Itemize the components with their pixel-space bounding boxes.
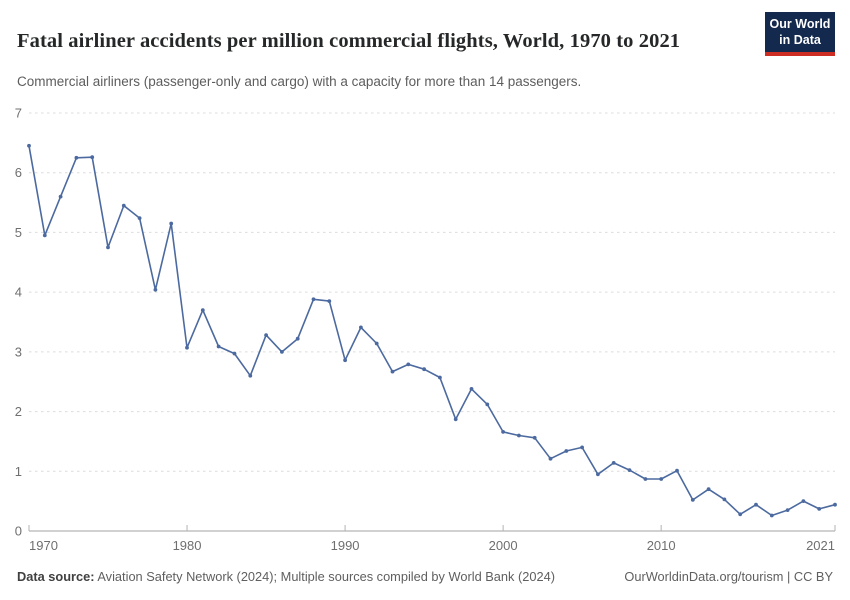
y-axis-tick-label: 5 [15, 225, 22, 240]
data-point-marker[interactable] [422, 367, 426, 372]
data-point-marker[interactable] [675, 468, 679, 473]
y-axis-tick-label: 1 [15, 464, 22, 479]
data-point-marker[interactable] [200, 308, 205, 312]
y-axis-tick-label: 6 [15, 165, 22, 180]
data-point-marker[interactable] [137, 216, 142, 220]
data-point-marker[interactable] [74, 155, 79, 160]
data-point-marker[interactable] [801, 499, 806, 503]
data-point-marker[interactable] [169, 221, 174, 226]
data-point-marker[interactable] [532, 435, 537, 440]
owid-logo-line2: in Data [779, 32, 821, 47]
x-axis-tick-label: 2000 [489, 538, 518, 553]
y-axis-tick-label: 0 [15, 524, 22, 539]
x-axis-tick-label: 1990 [331, 538, 360, 553]
data-point-marker[interactable] [248, 373, 253, 378]
owid-logo[interactable]: Our World in Data [765, 12, 835, 57]
data-point-marker[interactable] [580, 445, 584, 450]
data-point-marker[interactable] [311, 297, 316, 302]
data-point-marker[interactable] [469, 387, 474, 391]
data-point-marker[interactable] [690, 498, 695, 502]
data-point-marker[interactable] [817, 507, 822, 511]
data-point-marker[interactable] [548, 456, 553, 461]
data-point-marker[interactable] [390, 369, 395, 374]
data-point-marker[interactable] [611, 461, 616, 465]
data-point-marker[interactable] [58, 194, 63, 199]
data-point-marker[interactable] [501, 430, 505, 434]
data-point-marker[interactable] [90, 155, 95, 160]
data-point-marker[interactable] [280, 350, 284, 354]
y-axis-tick-label: 7 [15, 106, 22, 121]
data-point-marker[interactable] [359, 325, 363, 330]
data-point-marker[interactable] [121, 203, 126, 208]
data-point-marker[interactable] [295, 336, 300, 341]
data-point-marker[interactable] [754, 502, 758, 507]
data-point-marker[interactable] [453, 417, 458, 422]
data-point-marker[interactable] [27, 143, 31, 148]
data-point-marker[interactable] [785, 508, 790, 512]
y-axis-tick-label: 2 [15, 404, 22, 419]
data-point-marker[interactable] [232, 351, 237, 356]
x-axis-tick-label: 2010 [647, 538, 676, 553]
data-point-marker[interactable] [264, 333, 268, 337]
data-point-marker[interactable] [596, 472, 600, 477]
y-axis-tick-label: 3 [15, 344, 22, 359]
data-source-text: Aviation Safety Network (2024); Multiple… [94, 569, 555, 584]
data-point-marker[interactable] [564, 449, 569, 453]
data-point-marker[interactable] [153, 287, 158, 292]
data-point-marker[interactable] [327, 299, 332, 303]
data-point-marker[interactable] [706, 487, 711, 492]
page-title: Fatal airliner accidents per million com… [17, 29, 681, 52]
data-point-marker[interactable] [833, 502, 837, 507]
data-point-marker[interactable] [659, 477, 664, 481]
data-point-marker[interactable] [517, 433, 521, 438]
data-source-label: Data source: [17, 569, 95, 584]
data-point-marker[interactable] [627, 468, 632, 472]
data-source-note: Data source: Aviation Safety Network (20… [17, 569, 555, 584]
chart-svg[interactable]: 0 1 2 3 4 5 6 7 1970 1980 1990 2000 2010 2021 [0, 100, 850, 560]
data-series-line[interactable] [28, 145, 836, 517]
data-point-marker[interactable] [485, 402, 490, 407]
data-point-marker[interactable] [106, 245, 110, 250]
data-point-marker[interactable] [643, 477, 648, 481]
data-point-marker[interactable] [42, 233, 47, 238]
data-point-marker[interactable] [185, 345, 189, 350]
data-point-marker[interactable] [722, 497, 727, 502]
owid-url-license-link[interactable]: OurWorldinData.org/tourism | CC BY [624, 569, 833, 584]
data-point-marker[interactable] [343, 358, 347, 363]
y-axis-tick-label: 4 [15, 285, 22, 300]
data-point-marker[interactable] [216, 344, 221, 349]
data-point-marker[interactable] [738, 512, 743, 517]
data-point-marker[interactable] [438, 375, 442, 380]
data-point-marker[interactable] [769, 513, 774, 518]
x-axis-tick-label: 1980 [173, 538, 202, 553]
data-point-marker[interactable] [374, 341, 379, 346]
x-axis-tick-label: 2021 [806, 538, 835, 553]
chart-subtitle: Commercial airliners (passenger-only and… [17, 74, 582, 89]
x-axis-tick-label: 1970 [29, 538, 58, 553]
owid-logo-line1: Our World [769, 17, 831, 31]
chart-footer: Data source: Aviation Safety Network (20… [17, 569, 833, 584]
data-point-marker[interactable] [406, 362, 411, 367]
